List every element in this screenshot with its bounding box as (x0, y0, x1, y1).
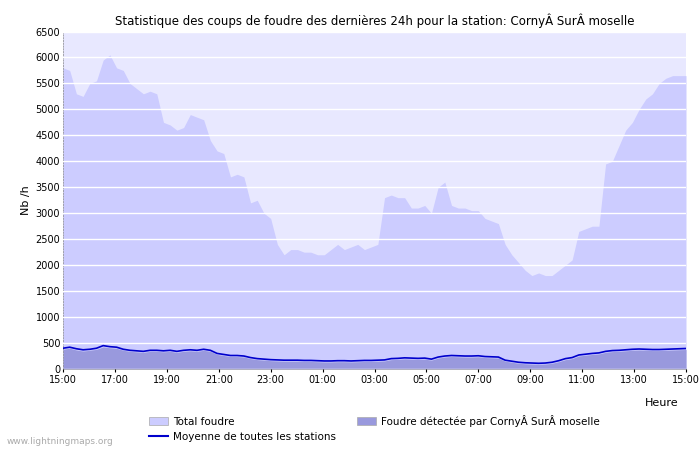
Text: Heure: Heure (645, 398, 679, 408)
Title: Statistique des coups de foudre des dernières 24h pour la station: CornyÂ SurÂ m: Statistique des coups de foudre des dern… (115, 13, 634, 27)
Y-axis label: Nb /h: Nb /h (21, 185, 32, 215)
Legend: Total foudre, Moyenne de toutes les stations, Foudre détectée par CornyÂ SurÂ mo: Total foudre, Moyenne de toutes les stat… (149, 415, 600, 442)
Text: www.lightningmaps.org: www.lightningmaps.org (7, 436, 113, 446)
